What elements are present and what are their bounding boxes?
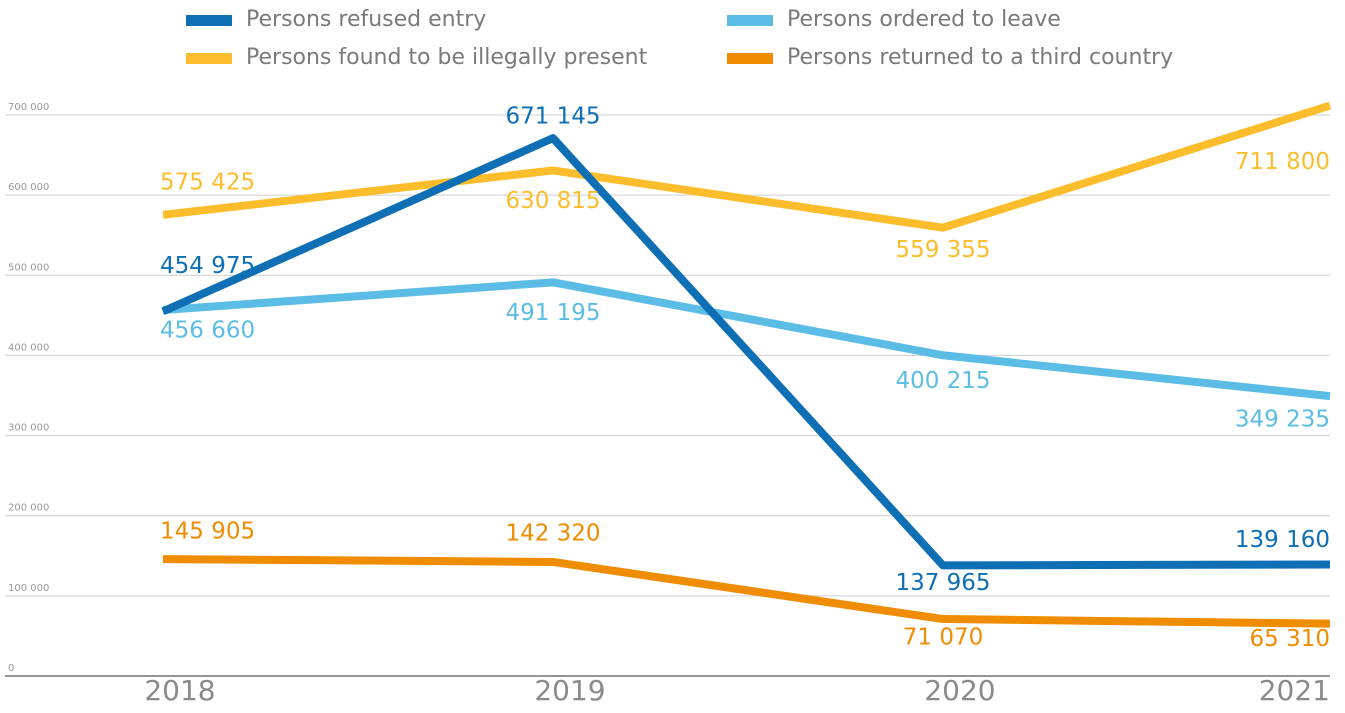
legend-swatch (727, 15, 773, 26)
series-line (162, 278, 1331, 401)
y-tick-label: 300 000 (8, 423, 49, 434)
y-tick-label: 600 000 (8, 182, 49, 193)
data-label: 671 145 (505, 104, 600, 130)
data-label: 145 905 (160, 519, 255, 545)
data-label: 65 310 (1250, 626, 1330, 652)
data-label: 400 215 (895, 368, 990, 394)
legend-label: Persons found to be illegally present (246, 45, 648, 70)
y-tick-label: 500 000 (8, 262, 49, 273)
series-line (162, 555, 1331, 628)
legend-swatch (727, 53, 773, 64)
data-label: 456 660 (160, 318, 255, 344)
legend-label: Persons returned to a third country (787, 45, 1173, 70)
y-tick-label: 700 000 (8, 102, 49, 113)
y-tick-label: 0 (8, 663, 14, 674)
legend-label: Persons ordered to leave (787, 7, 1061, 32)
x-tick-label: 2021 (1259, 674, 1330, 707)
data-label: 491 195 (505, 300, 600, 326)
data-label: 575 425 (160, 169, 255, 195)
series-line (161, 134, 1331, 570)
x-tick-label: 2019 (534, 674, 605, 707)
legend-swatch (186, 15, 232, 26)
data-label: 630 815 (505, 188, 600, 214)
data-label: 711 800 (1235, 149, 1330, 175)
y-tick-label: 400 000 (8, 342, 49, 353)
data-label: 139 160 (1235, 527, 1330, 553)
data-label: 559 355 (895, 237, 990, 263)
y-tick-label: 200 000 (8, 503, 49, 514)
series-line (162, 101, 1332, 232)
x-tick-label: 2020 (924, 674, 995, 707)
data-label: 71 070 (903, 625, 983, 651)
y-tick-label: 100 000 (8, 583, 49, 594)
data-label: 349 235 (1235, 407, 1330, 433)
data-label: 142 320 (505, 520, 600, 546)
legend-label: Persons refused entry (246, 7, 486, 32)
data-label: 137 965 (895, 570, 990, 596)
data-label: 454 975 (160, 253, 255, 279)
x-tick-label: 2018 (144, 674, 215, 707)
legend-swatch (186, 53, 232, 64)
